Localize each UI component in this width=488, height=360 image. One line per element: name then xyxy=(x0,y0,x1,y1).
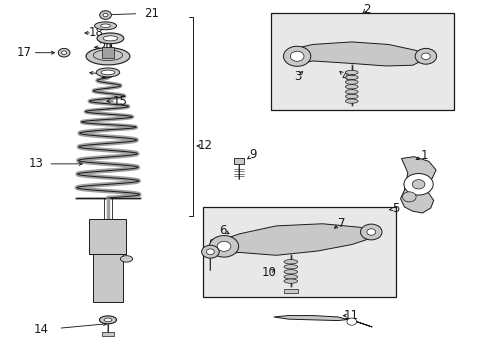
Ellipse shape xyxy=(284,260,297,264)
Polygon shape xyxy=(224,224,370,255)
Ellipse shape xyxy=(345,90,357,94)
Polygon shape xyxy=(273,316,371,327)
Text: 16: 16 xyxy=(102,53,118,66)
Text: 19: 19 xyxy=(99,68,114,81)
Text: 5: 5 xyxy=(391,202,399,215)
Circle shape xyxy=(103,13,108,17)
Bar xyxy=(284,289,297,293)
Ellipse shape xyxy=(99,316,116,324)
Text: 3: 3 xyxy=(294,69,301,82)
Ellipse shape xyxy=(345,70,357,75)
Bar xyxy=(102,47,114,58)
Text: 7: 7 xyxy=(338,216,345,230)
Text: 14: 14 xyxy=(34,323,49,336)
Ellipse shape xyxy=(96,68,120,77)
Bar xyxy=(102,332,114,336)
Text: 12: 12 xyxy=(198,139,213,152)
Circle shape xyxy=(206,249,214,255)
Ellipse shape xyxy=(101,70,115,75)
Ellipse shape xyxy=(93,50,122,60)
Ellipse shape xyxy=(101,24,110,28)
Ellipse shape xyxy=(284,270,297,274)
Bar xyxy=(203,207,395,297)
Circle shape xyxy=(366,229,375,235)
Ellipse shape xyxy=(86,48,130,65)
Text: 21: 21 xyxy=(144,7,159,20)
Polygon shape xyxy=(400,157,435,213)
Polygon shape xyxy=(297,42,425,66)
Circle shape xyxy=(421,53,429,59)
Circle shape xyxy=(283,46,310,66)
Bar xyxy=(93,253,122,302)
Text: 13: 13 xyxy=(28,157,43,170)
Circle shape xyxy=(346,318,356,325)
Text: 8: 8 xyxy=(208,238,215,251)
Circle shape xyxy=(403,174,432,195)
Text: 6: 6 xyxy=(218,224,226,237)
Ellipse shape xyxy=(120,256,132,262)
Ellipse shape xyxy=(345,99,357,103)
Bar xyxy=(233,158,243,163)
Bar xyxy=(89,220,126,253)
Circle shape xyxy=(290,51,304,61)
Text: 4: 4 xyxy=(341,69,348,82)
Ellipse shape xyxy=(345,80,357,84)
Circle shape xyxy=(414,48,436,64)
Ellipse shape xyxy=(345,94,357,99)
Text: 17: 17 xyxy=(17,46,32,59)
Circle shape xyxy=(58,48,70,57)
Ellipse shape xyxy=(94,22,116,30)
Circle shape xyxy=(402,192,415,202)
Ellipse shape xyxy=(284,265,297,269)
Text: 11: 11 xyxy=(343,309,358,322)
Circle shape xyxy=(217,241,230,251)
Text: 9: 9 xyxy=(249,148,257,161)
Text: 2: 2 xyxy=(362,3,369,16)
Text: 10: 10 xyxy=(261,266,276,279)
Circle shape xyxy=(411,180,424,189)
Text: 20: 20 xyxy=(98,41,113,54)
Ellipse shape xyxy=(103,36,118,41)
Text: 15: 15 xyxy=(113,95,127,108)
Ellipse shape xyxy=(97,33,123,44)
Ellipse shape xyxy=(284,275,297,279)
Ellipse shape xyxy=(104,318,112,321)
Circle shape xyxy=(360,224,381,240)
Circle shape xyxy=(100,11,111,19)
Bar xyxy=(271,13,453,110)
Ellipse shape xyxy=(284,279,297,283)
Ellipse shape xyxy=(345,85,357,89)
Text: 1: 1 xyxy=(420,149,428,162)
Text: 18: 18 xyxy=(88,27,103,40)
Circle shape xyxy=(201,245,219,258)
Ellipse shape xyxy=(345,75,357,80)
Circle shape xyxy=(209,235,238,257)
Circle shape xyxy=(61,51,66,54)
